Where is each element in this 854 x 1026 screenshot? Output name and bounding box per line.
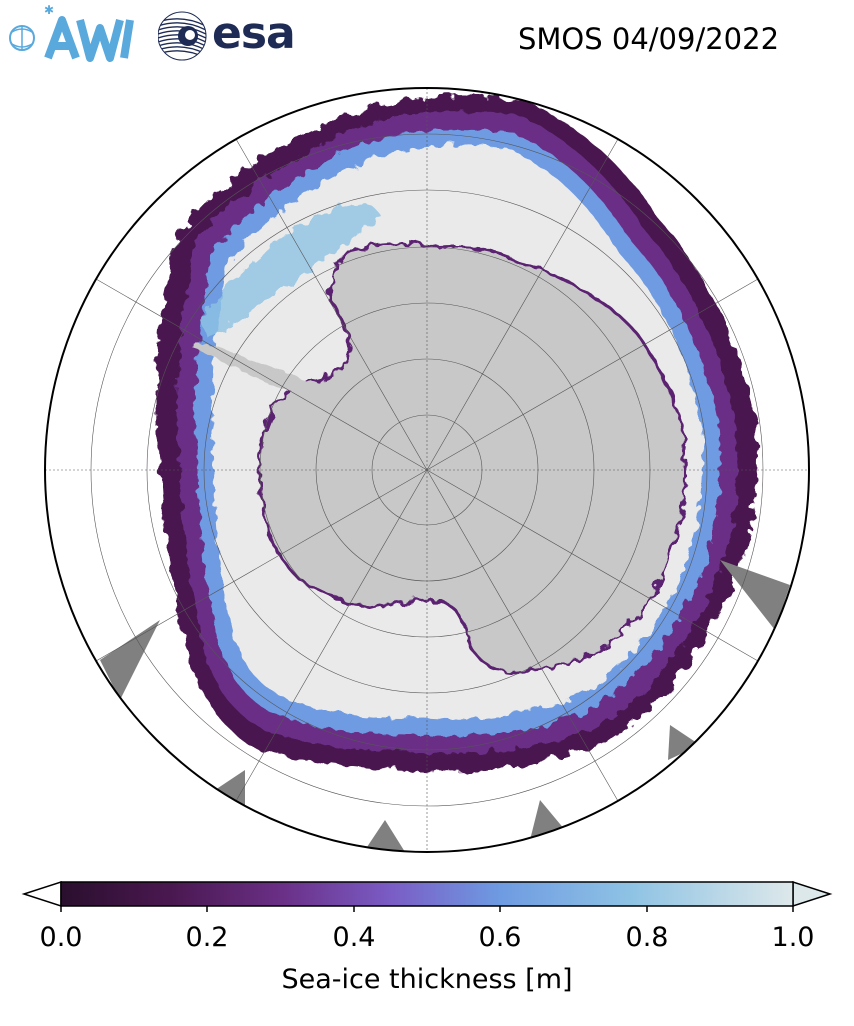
missing-data-patch	[720, 560, 790, 630]
polar-map	[44, 87, 810, 853]
colorbar-tick-label: 1.0	[771, 922, 815, 953]
missing-data-patch	[365, 820, 405, 852]
colorbar-tick-label: 0.0	[39, 922, 83, 953]
missing-data-patch	[100, 620, 160, 700]
colorbar-tick-label: 0.2	[185, 922, 229, 953]
map-title: SMOS 04/09/2022	[518, 22, 780, 56]
missing-data-patch	[215, 770, 245, 810]
awi-logo: ✱	[9, 4, 134, 62]
colorbar-gradient	[60, 881, 794, 907]
antarctica-land	[258, 242, 688, 674]
missing-data-patch	[668, 725, 700, 760]
colorbar-extend-min	[21, 880, 62, 908]
sea-ice-light-blue-patch	[200, 203, 380, 340]
colorbar-tick-label: 0.6	[478, 922, 522, 953]
colorbar-label: Sea-ice thickness [m]	[281, 964, 573, 995]
colorbar-tick-label: 0.4	[332, 922, 376, 953]
colorbar-tick-label: 0.8	[625, 922, 669, 953]
svg-text:✱: ✱	[44, 4, 54, 17]
graticule-meridians-inner	[95, 138, 759, 802]
esa-logo	[158, 11, 207, 61]
esa-logo-text: esa	[212, 8, 296, 59]
map-boundary	[44, 87, 810, 853]
colorbar-extend-max	[792, 880, 833, 908]
colorbar-ticks	[60, 906, 794, 912]
colorbar	[21, 880, 833, 912]
